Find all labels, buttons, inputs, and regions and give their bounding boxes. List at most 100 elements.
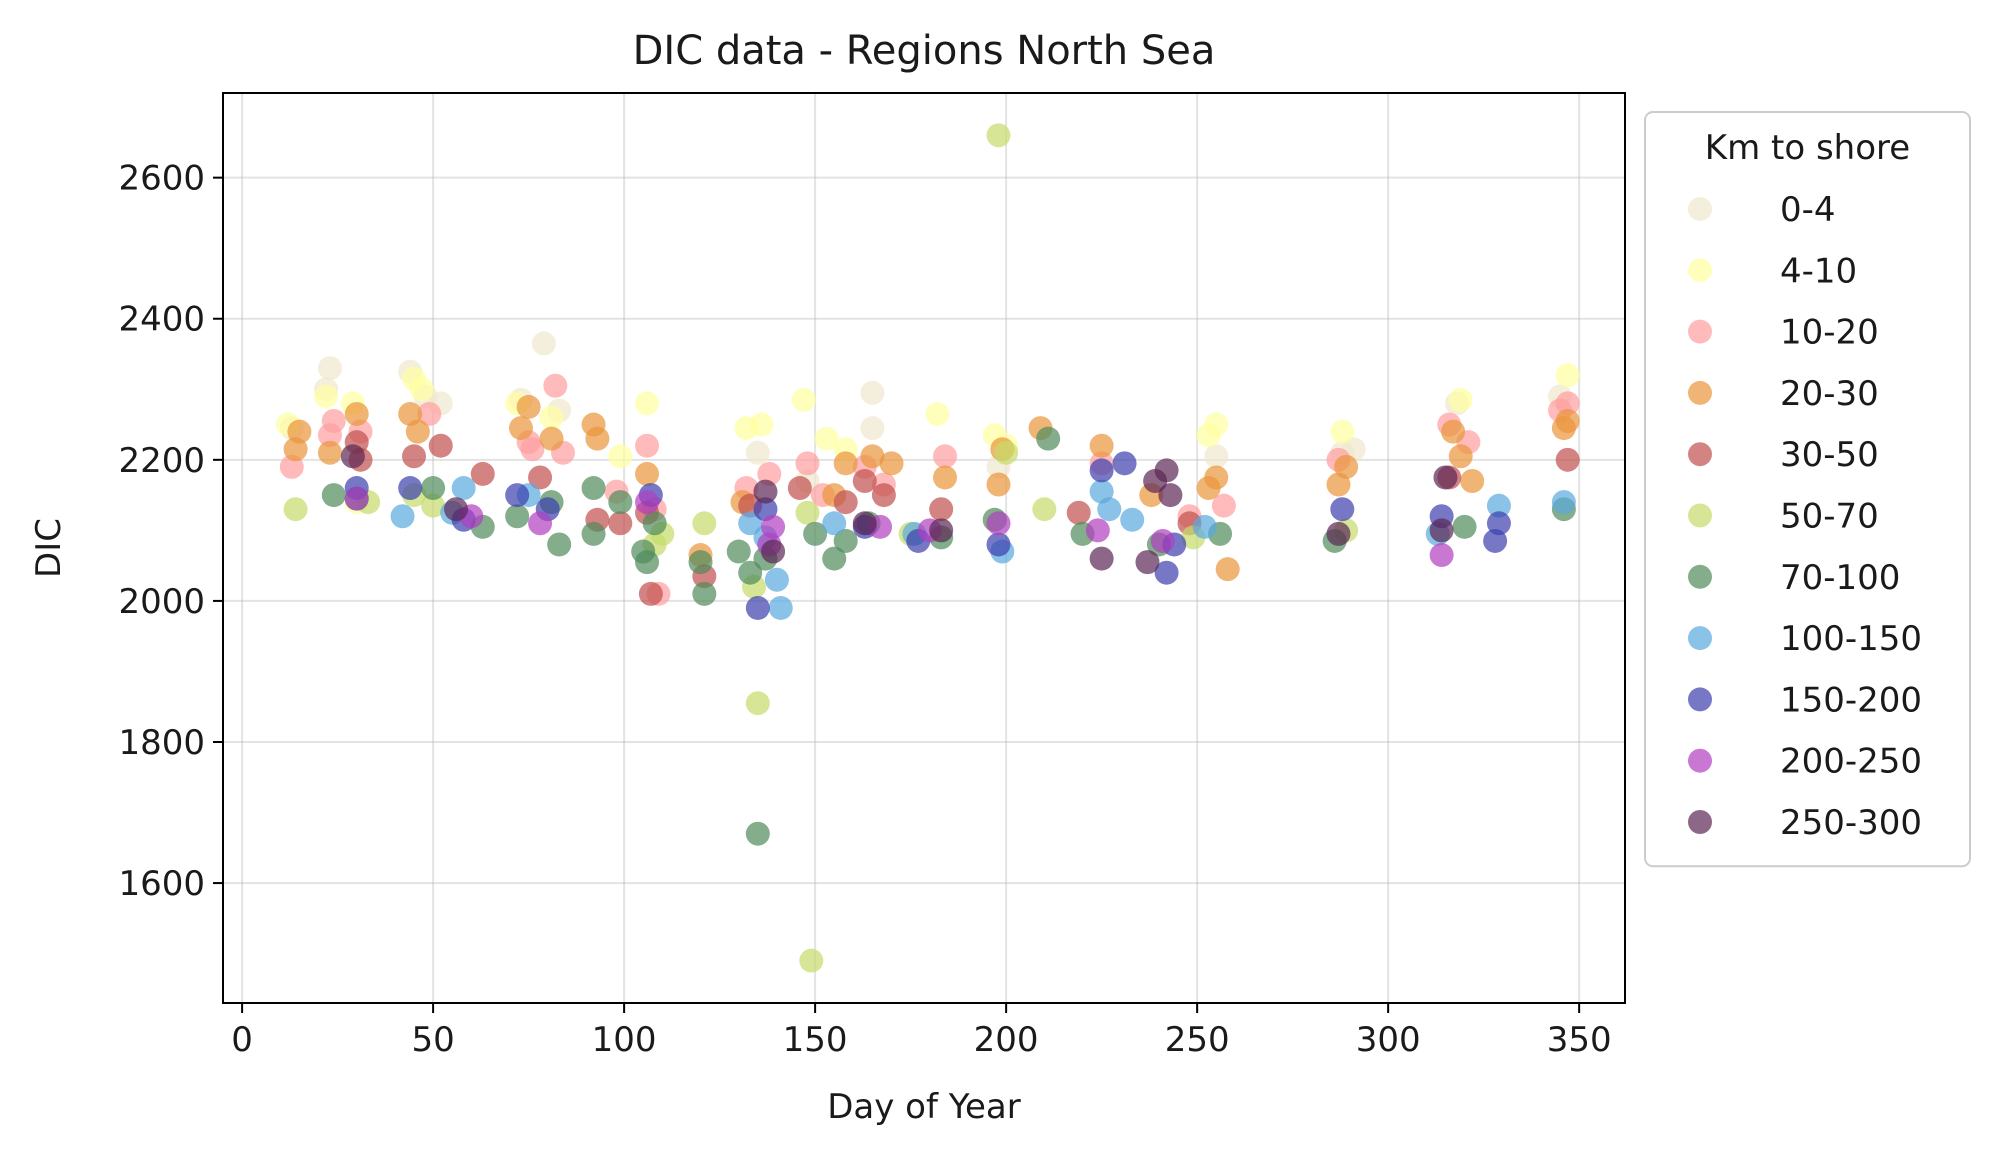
data-point: [547, 532, 572, 557]
data-point: [344, 486, 369, 511]
legend-label: 0-4: [1780, 190, 1836, 230]
data-point: [528, 465, 553, 490]
legend-marker: [1688, 748, 1712, 773]
data-point: [317, 440, 342, 465]
y-tick-label: 2200: [118, 441, 205, 481]
data-point: [761, 514, 786, 539]
legend-item: 4-10: [1688, 251, 1857, 291]
chart-title: DIC data - Regions North Sea: [633, 28, 1216, 74]
y-tick-label: 2600: [118, 159, 205, 199]
data-point: [929, 497, 954, 522]
data-point: [314, 384, 339, 409]
data-point: [344, 401, 369, 426]
legend-label: 50-70: [1780, 497, 1879, 537]
legend-marker: [1688, 810, 1712, 834]
legend-marker: [1688, 258, 1712, 283]
legend-label: 20-30: [1780, 374, 1879, 414]
legend-label: 70-100: [1780, 558, 1900, 598]
data-point: [1089, 546, 1114, 571]
data-point: [1204, 465, 1229, 490]
data-point: [321, 409, 346, 434]
data-point: [738, 560, 763, 585]
legend-label: 4-10: [1780, 251, 1857, 291]
data-point: [1204, 412, 1229, 437]
data-point: [803, 521, 828, 546]
legend-label: 150-200: [1780, 680, 1922, 720]
data-point: [1204, 444, 1229, 469]
data-point: [1429, 543, 1454, 568]
y-tick-label: 1800: [118, 723, 205, 763]
data-point: [860, 416, 885, 441]
data-point: [1460, 468, 1485, 493]
data-point: [822, 546, 847, 571]
data-point: [1555, 409, 1580, 434]
data-point: [791, 387, 816, 412]
data-point: [635, 550, 660, 575]
data-point: [749, 412, 774, 437]
data-point: [451, 476, 476, 501]
data-point: [1150, 528, 1175, 553]
data-point: [738, 511, 763, 536]
data-point: [799, 948, 824, 973]
data-point: [340, 444, 365, 469]
data-point: [421, 493, 446, 518]
data-point: [1486, 511, 1511, 536]
y-tick-label: 2400: [118, 300, 205, 340]
x-tick-label: 50: [411, 1020, 454, 1060]
legend-item: 70-100: [1688, 558, 1900, 598]
data-point: [581, 476, 606, 501]
data-point: [505, 483, 530, 508]
data-point: [520, 437, 545, 462]
data-point: [581, 521, 606, 546]
data-point: [1089, 433, 1114, 458]
data-point: [726, 539, 751, 564]
data-point: [833, 451, 858, 476]
data-point: [764, 567, 789, 592]
data-point: [795, 451, 820, 476]
legend-item: 20-30: [1688, 374, 1879, 414]
data-point: [283, 497, 308, 522]
data-point: [1326, 521, 1351, 546]
data-point: [608, 444, 633, 469]
data-point: [986, 472, 1011, 497]
y-axis: 1600 1800 2000 2200 2400 2600: [118, 159, 223, 904]
data-point: [745, 691, 770, 716]
data-point: [421, 476, 446, 501]
data-point: [1441, 419, 1466, 444]
legend: Km to shore 0-4 4-10 10-20 20-30 30-50 50-70 7…: [1644, 111, 1971, 868]
data-point: [860, 444, 885, 469]
data-point: [608, 511, 633, 536]
x-tick-label: 150: [783, 1020, 848, 1060]
x-axis-label: Day of Year: [827, 1087, 1021, 1127]
legend-box: [1644, 111, 1971, 868]
legend-marker: [1688, 442, 1712, 467]
data-point: [860, 380, 885, 405]
data-point: [761, 539, 786, 564]
data-point: [871, 483, 896, 508]
data-point: [879, 451, 904, 476]
plot-frame: [222, 92, 1626, 1004]
legend-label: 250-300: [1780, 803, 1922, 843]
data-point: [1330, 419, 1355, 444]
data-point: [1433, 465, 1458, 490]
data-point: [531, 331, 556, 356]
data-point: [390, 504, 415, 529]
data-point: [528, 511, 553, 536]
legend-item: 10-20: [1688, 313, 1879, 353]
data-point: [539, 405, 564, 430]
x-tick-label: 0: [231, 1020, 253, 1060]
data-point: [1097, 497, 1122, 522]
data-point: [986, 511, 1011, 536]
data-point: [852, 511, 877, 536]
x-axis: 0 50 100 150 200 250 300 350: [231, 1003, 1612, 1060]
data-point: [745, 595, 770, 620]
data-point: [1330, 497, 1355, 522]
data-points: [275, 123, 1580, 973]
legend-marker: [1688, 197, 1712, 221]
data-point: [398, 476, 423, 501]
data-point: [1120, 507, 1145, 532]
legend-item: 150-200: [1688, 680, 1922, 720]
data-point: [1555, 391, 1580, 416]
data-point: [1089, 458, 1114, 483]
